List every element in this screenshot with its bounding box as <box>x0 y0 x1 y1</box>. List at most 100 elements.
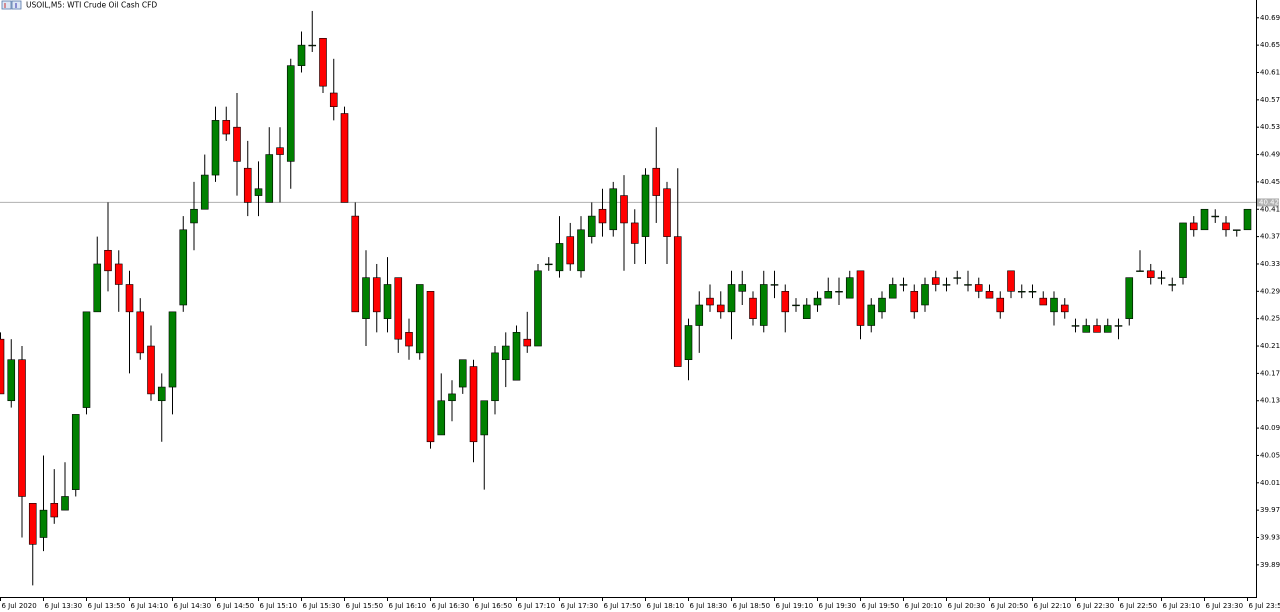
candle-body <box>749 297 757 319</box>
y-tick-label: 39.93 <box>1260 534 1280 542</box>
candle-body <box>738 284 747 292</box>
y-tick-label: 40.25 <box>1260 315 1280 323</box>
candle-body <box>1028 291 1037 293</box>
candle-body <box>1093 325 1101 333</box>
candle-body <box>1200 208 1209 231</box>
candle-body <box>813 297 822 306</box>
candle-body <box>974 284 983 292</box>
y-tick-label: 40.17 <box>1260 369 1280 377</box>
candle-body <box>867 304 876 326</box>
y-tick-label: 40.41 <box>1260 205 1280 213</box>
candle-body <box>1082 325 1091 333</box>
candle-body <box>695 304 704 326</box>
candle-body <box>28 503 37 545</box>
y-tick-label: 40.37 <box>1260 233 1280 241</box>
candle-body <box>1157 277 1166 279</box>
candle-body <box>1168 284 1177 286</box>
candle-body <box>50 503 59 518</box>
candle-body <box>415 284 424 354</box>
candle-body <box>340 113 349 203</box>
candle-body <box>792 304 800 307</box>
candle-body <box>1146 270 1155 278</box>
current-price-box <box>1257 198 1279 207</box>
candle-body <box>125 284 134 313</box>
candle-body <box>362 277 370 319</box>
candle-body <box>157 386 166 402</box>
x-tick-label: 6 Jul 20:10 <box>905 602 943 610</box>
candle-body <box>243 167 252 203</box>
x-tick-label: 6 Jul 18:10 <box>647 602 685 610</box>
x-tick-label: 6 Jul 13:50 <box>88 602 126 610</box>
candle-body <box>265 154 274 203</box>
x-tick-label: 6 Jul 22:30 <box>1077 602 1115 610</box>
x-tick-label: 6 Jul 16:50 <box>475 602 513 610</box>
x-tick-label: 6 Jul 22:10 <box>1034 602 1072 610</box>
candle-body <box>1222 222 1230 231</box>
candle-body <box>964 284 972 286</box>
candle-body <box>566 236 575 265</box>
x-tick-label: 6 Jul 14:10 <box>131 602 169 610</box>
x-tick-label: 6 Jul 23:10 <box>1163 602 1201 610</box>
x-tick-label: 6 Jul 23:50 <box>1249 602 1280 610</box>
candle-body <box>297 44 306 66</box>
candle-body <box>426 291 435 443</box>
candle-body <box>630 222 639 244</box>
candle-body <box>641 174 650 237</box>
candle-body <box>620 195 628 224</box>
candle-body <box>921 284 929 306</box>
candle-body <box>835 291 843 293</box>
candle-body <box>394 277 403 340</box>
candle-body <box>1243 208 1252 231</box>
candle-body <box>759 284 768 326</box>
x-tick-label: 6 Jul 18:50 <box>733 602 771 610</box>
candle-body <box>437 400 446 436</box>
y-tick-label: 40.53 <box>1260 123 1280 131</box>
candle-body <box>276 147 284 155</box>
candle-body <box>899 284 908 286</box>
candle-body <box>491 352 499 402</box>
candle-body <box>1050 297 1058 313</box>
candle-body <box>7 359 16 402</box>
candle-body <box>953 277 962 279</box>
candle-body <box>39 509 48 538</box>
y-tick-label: 40.09 <box>1260 424 1280 432</box>
x-tick-label: 6 Jul 18:30 <box>690 602 728 610</box>
candle-body <box>1103 325 1112 333</box>
candle-body <box>168 311 177 388</box>
candle-body <box>136 311 145 354</box>
x-tick-label: 6 Jul 22:50 <box>1120 602 1158 610</box>
x-tick-label: 6 Jul 15:30 <box>303 602 341 610</box>
candle-body <box>523 338 532 347</box>
x-tick-label: 6 Jul 16:30 <box>432 602 470 610</box>
candle-body <box>1136 270 1144 272</box>
x-tick-label: 6 Jul 19:50 <box>862 602 900 610</box>
y-tick-label: 40.21 <box>1260 342 1280 350</box>
y-tick-label: 40.65 <box>1260 41 1280 49</box>
candle-body <box>716 304 725 313</box>
x-tick-label: 6 Jul 20:30 <box>948 602 986 610</box>
candle-body <box>1007 270 1015 292</box>
candle-body <box>0 338 5 395</box>
y-tick-label: 40.33 <box>1260 260 1280 268</box>
x-tick-label: 6 Jul 17:10 <box>518 602 556 610</box>
y-tick-label: 39.97 <box>1260 506 1280 514</box>
candle-body <box>684 325 693 361</box>
candle-body <box>878 297 886 313</box>
candle-body <box>942 284 951 286</box>
candle-body <box>1189 222 1198 231</box>
candle-body <box>405 332 413 347</box>
candle-body <box>82 311 91 408</box>
candle-body <box>93 263 102 313</box>
x-tick-label: 6 Jul 13:30 <box>45 602 83 610</box>
candle-body <box>577 229 585 272</box>
y-tick-label: 40.69 <box>1260 14 1280 22</box>
x-tick-label: 6 Jul 23:30 <box>1206 602 1244 610</box>
candle-body <box>609 188 618 231</box>
candle-body <box>673 236 682 367</box>
y-tick-label: 40.45 <box>1260 178 1280 186</box>
candle-body <box>480 400 489 436</box>
y-tick-label: 40.13 <box>1260 397 1280 405</box>
candle-body <box>71 414 80 490</box>
x-tick-label: 6 Jul 2020 <box>2 602 37 610</box>
